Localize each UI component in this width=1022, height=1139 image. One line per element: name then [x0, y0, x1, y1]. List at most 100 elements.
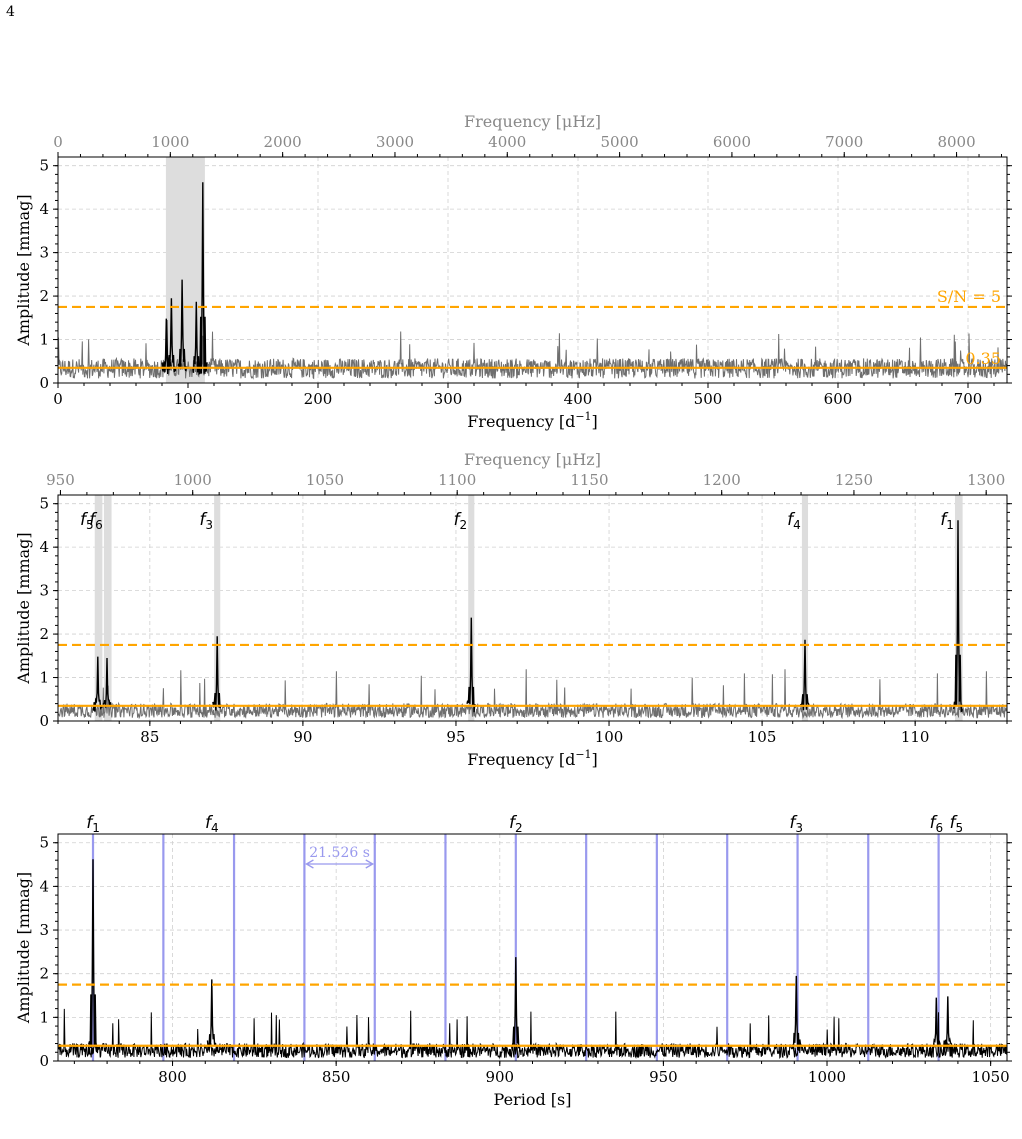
panel-period: 800 850 900 950 1000 1050 0 1 2 3 4 5 Amplitude [mma… [14, 813, 1012, 1109]
x-tick-label: 950 [649, 1068, 678, 1086]
top-tick-label: 8000 [937, 133, 975, 151]
top-tick-label: 1000 [151, 133, 189, 151]
x-tick-label: 400 [564, 390, 593, 408]
x-tick-label: 0 [53, 390, 63, 408]
signal-peak [510, 957, 521, 1052]
y-axis-title: Amplitude [mmag] [14, 872, 33, 1024]
noise-spectrum [58, 669, 1007, 720]
top-tick-label: 4000 [488, 133, 526, 151]
mode-label-f2: f2 [453, 510, 467, 532]
x-tick-label: 800 [158, 1068, 187, 1086]
y-tick-label: 2 [39, 625, 49, 643]
y-tick-label: 2 [39, 287, 49, 305]
x-tick-label: 110 [901, 728, 930, 746]
mode-label-f1: f1 [940, 510, 954, 532]
signal-peak [88, 859, 98, 1051]
signal-peak [800, 639, 810, 711]
x-tick-label: 100 [174, 390, 203, 408]
mean-noise-label: 0.35 [965, 349, 1001, 368]
x-axis-title: Frequency [d−1] [467, 748, 598, 769]
y-tick-label: 0 [39, 1052, 49, 1070]
plot-area [58, 834, 1007, 1061]
highlight-band [801, 495, 809, 721]
top-tick-label: 1100 [438, 471, 476, 489]
signal-peak [466, 617, 477, 713]
plot-area [58, 157, 1007, 383]
x-tick-label: 600 [824, 390, 853, 408]
x-tick-label: 850 [322, 1068, 351, 1086]
signal-peak [206, 979, 217, 1053]
y-tick-label: 5 [39, 834, 49, 852]
y-tick-label: 3 [39, 921, 49, 939]
y-tick-label: 4 [39, 877, 49, 895]
y-tick-label: 5 [39, 157, 49, 175]
y-tick-label: 5 [39, 495, 49, 513]
top-tick-label: 1150 [570, 471, 608, 489]
x-tick-label: 90 [293, 728, 312, 746]
y-tick-label: 1 [39, 1008, 49, 1026]
top-tick-label: 5000 [601, 133, 639, 151]
x-tick-label: 500 [694, 390, 723, 408]
mode-label-f5: f5 [949, 813, 963, 835]
y-tick-label: 1 [39, 669, 49, 687]
x-axis-title: Period [s] [494, 1090, 572, 1109]
highlight-band [103, 495, 112, 721]
mode-label-f6: f6 [89, 510, 103, 532]
top-tick-label: 2000 [264, 133, 302, 151]
y-axis-title: Amplitude [mmag] [14, 194, 33, 346]
y-axis-title: Amplitude [mmag] [14, 532, 33, 684]
signal-peak [791, 975, 802, 1051]
x-tick-label: 105 [748, 728, 777, 746]
y-tick-label: 1 [39, 331, 49, 349]
top-tick-label: 0 [53, 133, 63, 151]
top-tick-label: 1300 [967, 471, 1005, 489]
highlight-band [468, 495, 475, 721]
top-tick-label: 6000 [713, 133, 751, 151]
mode-label-f1: f1 [86, 813, 100, 835]
mode-label-f3: f3 [789, 813, 803, 835]
axes-frame [57, 833, 1008, 1062]
spacing-arrow-head-left [305, 859, 314, 869]
mode-label-f6: f6 [929, 813, 943, 835]
y-tick-label: 3 [39, 582, 49, 600]
page-number: 4 [6, 4, 15, 20]
x-tick-label: 200 [304, 390, 333, 408]
y-tick-label: 4 [39, 200, 49, 218]
x-tick-label: 100 [595, 728, 624, 746]
plot-area [58, 495, 1007, 721]
top-tick-label: 950 [46, 471, 75, 489]
y-tick-label: 4 [39, 538, 49, 556]
x-tick-label: 85 [140, 728, 159, 746]
x-tick-label: 1000 [808, 1068, 846, 1086]
highlight-band [94, 495, 103, 721]
period-spacing-label: 21.526 s [309, 845, 370, 861]
spacing-arrow-head-right [365, 859, 375, 869]
x-tick-label: 1050 [972, 1068, 1010, 1086]
x-tick-label: 900 [485, 1068, 514, 1086]
signal-peak [942, 996, 953, 1052]
top-axis-title: Frequency [μHz] [464, 450, 601, 469]
top-tick-label: 1050 [306, 471, 344, 489]
y-tick-label: 3 [39, 244, 49, 262]
mode-label-f3: f3 [199, 510, 213, 532]
signal-peak [212, 636, 222, 711]
highlight-band [214, 495, 221, 721]
noise-spectrum [58, 331, 1007, 380]
mode-label-f2: f2 [509, 813, 523, 835]
x-tick-label: 700 [954, 390, 983, 408]
top-axis-title: Frequency [μHz] [464, 112, 601, 131]
y-tick-label: 0 [39, 374, 49, 392]
signal-peak [161, 319, 172, 372]
top-tick-label: 3000 [376, 133, 414, 151]
mode-label-f4: f4 [205, 813, 219, 835]
mode-label-f4: f4 [787, 510, 801, 532]
y-tick-label: 0 [39, 712, 49, 730]
top-tick-label: 1250 [835, 471, 873, 489]
signal-peak [92, 656, 103, 712]
x-tick-label: 95 [446, 728, 465, 746]
x-tick-label: 300 [434, 390, 463, 408]
snr-label: S/N = 5 [937, 287, 1001, 306]
top-tick-label: 7000 [825, 133, 863, 151]
